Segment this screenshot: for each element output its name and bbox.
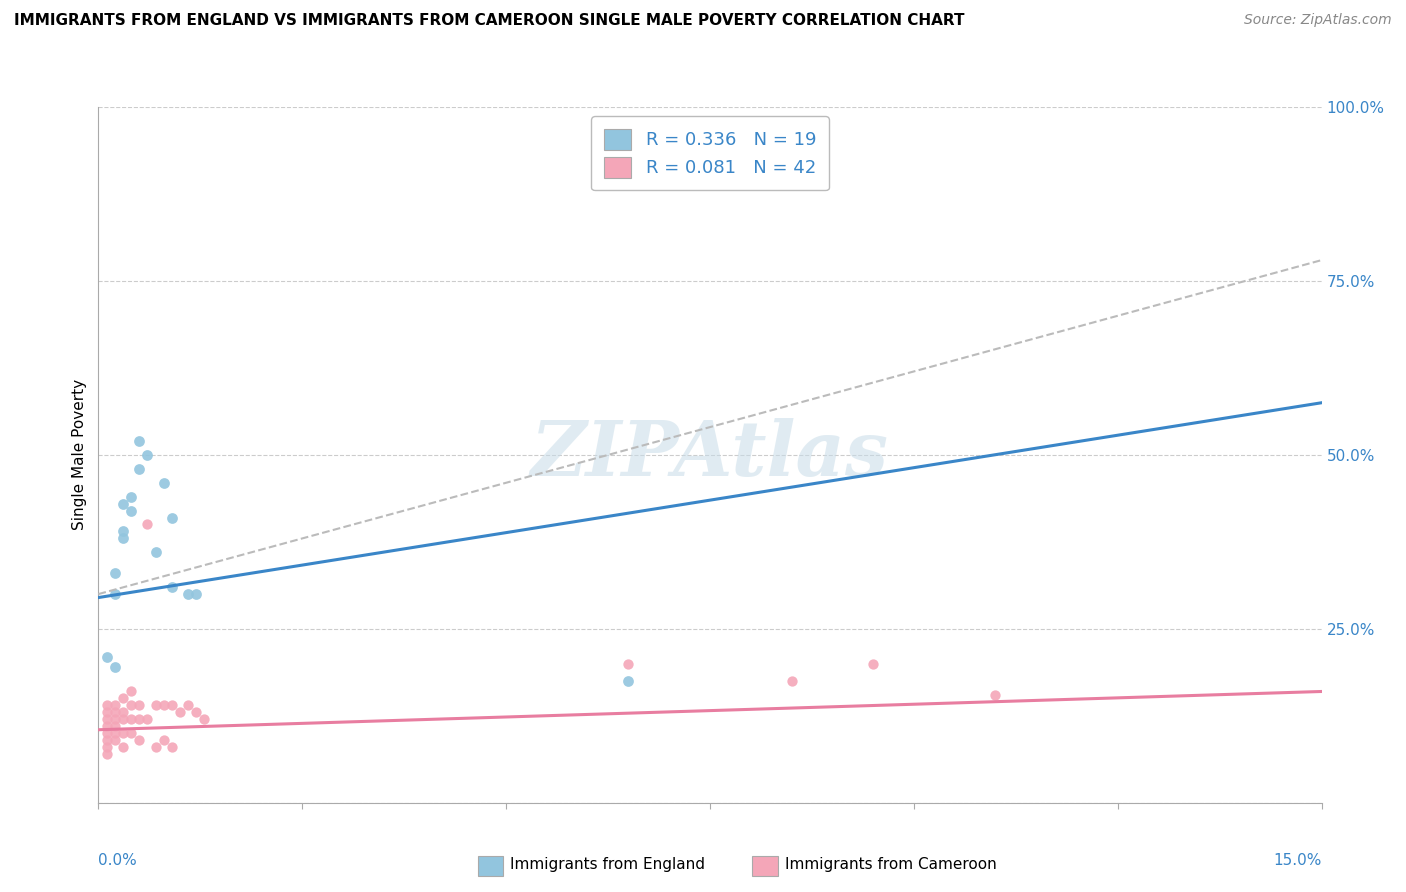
Point — [111, 497, 134, 511]
Point — [152, 475, 174, 490]
Point — [177, 587, 200, 601]
Point — [186, 587, 208, 601]
Point — [104, 660, 127, 674]
Legend: R = 0.336   N = 19, R = 0.081   N = 42: R = 0.336 N = 19, R = 0.081 N = 42 — [592, 116, 828, 190]
Point — [104, 706, 127, 720]
Point — [186, 706, 208, 720]
Text: 15.0%: 15.0% — [1274, 854, 1322, 868]
Point — [128, 712, 150, 726]
Point — [120, 684, 142, 698]
Y-axis label: Single Male Poverty: Single Male Poverty — [72, 379, 87, 531]
Point — [96, 740, 118, 755]
Point — [120, 712, 142, 726]
Point — [152, 733, 174, 747]
Point — [120, 698, 142, 713]
Point — [984, 688, 1007, 702]
Point — [128, 733, 150, 747]
Point — [111, 712, 134, 726]
Text: Immigrants from Cameroon: Immigrants from Cameroon — [785, 857, 997, 871]
Point — [104, 566, 127, 581]
Point — [617, 674, 640, 689]
Point — [120, 503, 142, 517]
Point — [177, 698, 200, 713]
Point — [160, 740, 183, 755]
Point — [96, 719, 118, 733]
Point — [111, 524, 134, 539]
Text: Source: ZipAtlas.com: Source: ZipAtlas.com — [1244, 13, 1392, 28]
Point — [128, 698, 150, 713]
Point — [617, 657, 640, 671]
Point — [104, 719, 127, 733]
Point — [111, 691, 134, 706]
Point — [96, 712, 118, 726]
Point — [96, 649, 118, 664]
Point — [780, 674, 803, 689]
Point — [96, 747, 118, 761]
Point — [104, 698, 127, 713]
Point — [128, 434, 150, 448]
Point — [104, 726, 127, 740]
Point — [96, 698, 118, 713]
Text: ZIPAtlas: ZIPAtlas — [531, 418, 889, 491]
Point — [104, 712, 127, 726]
Point — [160, 580, 183, 594]
Point — [111, 532, 134, 546]
Point — [169, 706, 191, 720]
Point — [862, 657, 884, 671]
Point — [111, 726, 134, 740]
Point — [104, 733, 127, 747]
Point — [145, 698, 167, 713]
Point — [128, 462, 150, 476]
Point — [193, 712, 215, 726]
Point — [136, 448, 159, 462]
Point — [96, 733, 118, 747]
Text: Immigrants from England: Immigrants from England — [510, 857, 706, 871]
Point — [160, 510, 183, 524]
Text: 0.0%: 0.0% — [98, 854, 138, 868]
Point — [96, 706, 118, 720]
Point — [136, 712, 159, 726]
Point — [96, 726, 118, 740]
Point — [152, 698, 174, 713]
Point — [145, 545, 167, 559]
Point — [136, 517, 159, 532]
Point — [160, 698, 183, 713]
Point — [145, 740, 167, 755]
Point — [120, 490, 142, 504]
Text: IMMIGRANTS FROM ENGLAND VS IMMIGRANTS FROM CAMEROON SINGLE MALE POVERTY CORRELAT: IMMIGRANTS FROM ENGLAND VS IMMIGRANTS FR… — [14, 13, 965, 29]
Point — [104, 587, 127, 601]
Point — [111, 740, 134, 755]
Point — [111, 706, 134, 720]
Point — [120, 726, 142, 740]
